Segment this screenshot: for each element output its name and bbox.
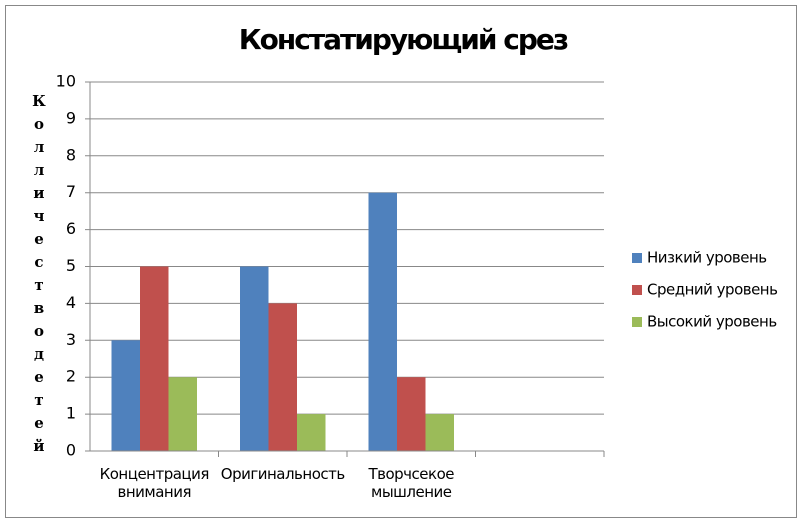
x-tick-label: Оригинальность xyxy=(220,465,345,483)
chart-title: Констатирующий срез xyxy=(239,23,568,56)
bar xyxy=(240,266,269,451)
bar xyxy=(425,414,454,451)
y-tick-label: 6 xyxy=(66,219,76,238)
bar xyxy=(140,266,169,451)
bar xyxy=(268,303,297,451)
x-tick-label: Концентрация внимания xyxy=(99,465,210,501)
y-axis-label: Колличество детей xyxy=(32,92,50,455)
y-tick-label: 7 xyxy=(66,182,76,201)
legend-swatch xyxy=(632,317,642,327)
y-tick-label: 2 xyxy=(66,367,76,386)
legend-swatch xyxy=(632,285,642,295)
y-tick-label: 0 xyxy=(66,441,76,460)
y-tick-label: 8 xyxy=(66,145,76,164)
y-tick-label: 9 xyxy=(66,108,76,127)
bar xyxy=(368,192,397,451)
bar xyxy=(297,414,326,451)
chart-border xyxy=(5,5,797,518)
y-tick-label: 3 xyxy=(66,330,76,349)
bar xyxy=(111,340,140,451)
legend-label: Низкий уровень xyxy=(647,249,767,267)
y-tick-label: 4 xyxy=(66,293,76,312)
y-tick-label: 10 xyxy=(56,72,76,91)
x-tick-label: Творчсекое мышление xyxy=(368,465,454,501)
bar xyxy=(397,377,426,451)
y-tick-label: 1 xyxy=(66,404,76,423)
legend-swatch xyxy=(632,253,642,263)
legend-label: Средний уровень xyxy=(647,281,777,299)
bar xyxy=(168,377,197,451)
legend-label: Высокий уровень xyxy=(647,313,777,331)
y-tick-label: 5 xyxy=(66,256,76,275)
